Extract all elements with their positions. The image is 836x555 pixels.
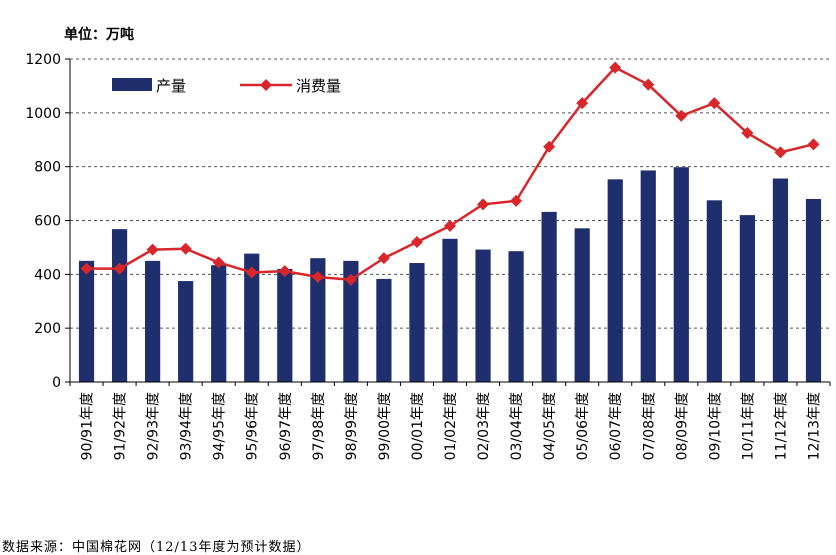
bar [574, 228, 590, 382]
consumption-point [477, 198, 490, 211]
x-tick-label: 95/96年度 [245, 392, 261, 460]
x-tick-label: 04/05年度 [542, 392, 558, 460]
bar [541, 211, 557, 382]
y-tick-label: 400 [34, 267, 61, 283]
x-tick-label: 07/08年度 [641, 392, 657, 460]
bar [706, 200, 722, 382]
x-tick-label: 11/12年度 [773, 392, 789, 460]
source-note: 数据来源：中国棉花网（12/13年度为预计数据） [2, 540, 311, 555]
consumption-point [708, 97, 721, 110]
consumption-point [576, 97, 589, 110]
consumption-point [212, 256, 225, 269]
x-tick-label: 91/92年度 [113, 392, 129, 460]
bar [640, 170, 656, 382]
consumption-point [377, 252, 390, 265]
bar [409, 263, 425, 382]
consumption-point [311, 271, 324, 284]
axis-layer: 0 200 400 600 800 1000 1200 90/91年度 91/92年度 92/93… [25, 52, 831, 460]
bar [78, 260, 95, 382]
y-tick-label: 800 [34, 160, 61, 176]
line-layer [80, 61, 820, 286]
consumption-point [543, 140, 556, 153]
x-tick-label: 05/06年度 [575, 392, 591, 460]
x-tick-label: 94/95年度 [212, 392, 228, 460]
bar [244, 253, 260, 382]
y-tick-label: 600 [34, 214, 61, 230]
x-tick-label: 10/11年度 [740, 392, 756, 460]
bars-layer [78, 167, 822, 382]
legend: 产量 消费量 [112, 77, 341, 95]
x-tick-label: 03/04年度 [509, 392, 525, 460]
consumption-point [609, 61, 622, 74]
x-tick-label: 96/97年度 [278, 392, 294, 460]
consumption-point [410, 236, 423, 249]
unit-label: 单位：万吨 [64, 27, 134, 43]
x-tick-label: 02/03年度 [476, 392, 492, 460]
consumption-point [113, 262, 126, 275]
consumption-point [344, 273, 357, 286]
bar [211, 265, 227, 382]
bar [111, 229, 128, 382]
x-tick-label: 08/09年度 [674, 392, 690, 460]
consumption-point [510, 194, 523, 207]
consumption-point [278, 265, 291, 278]
bar [508, 251, 524, 382]
bar [310, 258, 326, 382]
y-tick-label: 0 [52, 375, 61, 391]
bar [343, 260, 359, 382]
bar [178, 281, 194, 382]
bar [772, 178, 789, 382]
consumption-point [80, 262, 93, 275]
legend-line-label: 消费量 [296, 77, 341, 95]
consumption-point [741, 127, 754, 140]
legend-bar-label: 产量 [156, 77, 186, 95]
consumption-point [774, 146, 787, 159]
consumption-point [444, 219, 456, 232]
consumption-point [179, 242, 192, 255]
y-tick-label: 1000 [25, 106, 61, 122]
x-tick-label: 09/10年度 [707, 392, 723, 460]
x-tick-label: 12/13年度 [806, 392, 822, 460]
x-tick-label: 97/98年度 [311, 392, 327, 460]
x-tick-label: 06/07年度 [608, 392, 624, 460]
consumption-point [245, 266, 258, 279]
x-tick-label: 98/99年度 [344, 392, 360, 460]
x-tick-label: 90/91年度 [80, 392, 96, 460]
y-tick-label: 1200 [25, 52, 61, 68]
bar [145, 260, 161, 382]
consumption-point [146, 243, 159, 256]
legend-bar-swatch [112, 78, 152, 91]
legend-line-marker [260, 79, 272, 91]
x-tick-label: 92/93年度 [146, 392, 162, 460]
bar [277, 268, 293, 382]
consumption-point [807, 138, 820, 151]
consumption-point [642, 78, 655, 91]
bar [442, 238, 458, 382]
bar [376, 278, 392, 382]
x-tick-label: 99/00年度 [377, 392, 393, 460]
bar [673, 167, 689, 382]
bar [607, 179, 623, 382]
bar [739, 215, 755, 382]
x-tick-label: 00/01年度 [410, 392, 426, 460]
consumption-point [675, 109, 688, 122]
y-tick-label: 200 [34, 321, 61, 337]
x-tick-label: 93/94年度 [179, 392, 195, 460]
bar [475, 249, 491, 382]
x-tick-label: 01/02年度 [443, 392, 459, 460]
bar [805, 198, 822, 382]
